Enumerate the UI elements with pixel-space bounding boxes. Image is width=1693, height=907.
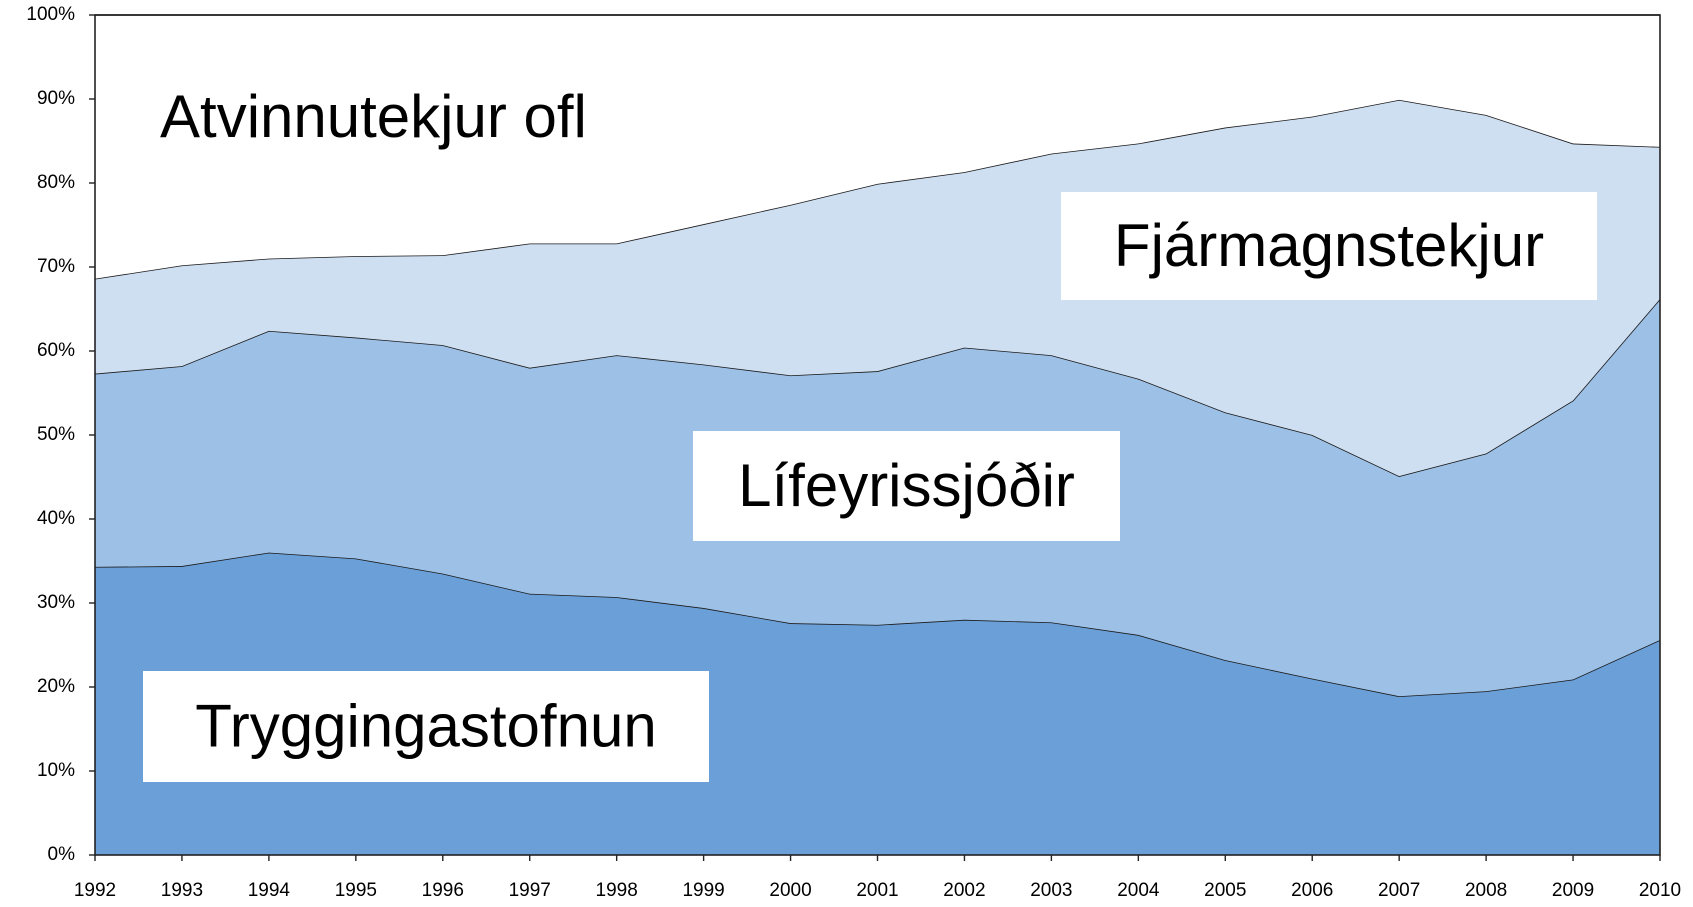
- x-tick-label: 1997: [509, 880, 551, 901]
- series-label: Atvinnutekjur ofl: [160, 83, 587, 150]
- x-tick-label: 1993: [161, 880, 203, 901]
- x-tick-label: 2010: [1639, 880, 1681, 901]
- x-tick-label: 1996: [422, 880, 464, 901]
- label-box: [693, 431, 1120, 541]
- x-tick-label: 2005: [1204, 880, 1246, 901]
- x-tick-label: 1992: [74, 880, 116, 901]
- y-tick-label: 40%: [37, 508, 75, 529]
- y-tick-label: 60%: [37, 340, 75, 361]
- x-tick-label: 2004: [1117, 880, 1160, 901]
- x-tick-label: 1999: [682, 880, 724, 901]
- y-tick-label: 10%: [37, 760, 75, 781]
- y-tick-label: 50%: [37, 424, 75, 445]
- x-tick-label: 1995: [335, 880, 377, 901]
- label-box: [143, 671, 709, 782]
- x-tick-label: 2006: [1291, 880, 1333, 901]
- area: [95, 15, 1660, 279]
- series-label: Fjármagnstekjur: [1114, 212, 1544, 279]
- x-tick-label: 2009: [1552, 880, 1594, 901]
- y-tick-label: 30%: [37, 592, 75, 613]
- y-tick-label: 0%: [48, 844, 76, 865]
- series-label: Lífeyrissjóðir: [738, 452, 1075, 519]
- x-tick-label: 2002: [943, 880, 985, 901]
- x-tick-label: 2001: [856, 880, 898, 901]
- x-tick-label: 2007: [1378, 880, 1420, 901]
- y-tick-label: 90%: [37, 88, 75, 109]
- x-tick-label: 1998: [596, 880, 638, 901]
- y-tick-label: 80%: [37, 172, 75, 193]
- series-label: Tryggingastofnun: [195, 692, 656, 759]
- x-tick-label: 2000: [769, 880, 811, 901]
- y-tick-label: 100%: [26, 4, 75, 25]
- x-tick-label: 2003: [1030, 880, 1072, 901]
- x-tick-label: 1994: [248, 880, 291, 901]
- y-tick-label: 70%: [37, 256, 75, 277]
- y-tick-label: 20%: [37, 676, 75, 697]
- x-tick-label: 2008: [1465, 880, 1507, 901]
- label-box: [1061, 192, 1597, 300]
